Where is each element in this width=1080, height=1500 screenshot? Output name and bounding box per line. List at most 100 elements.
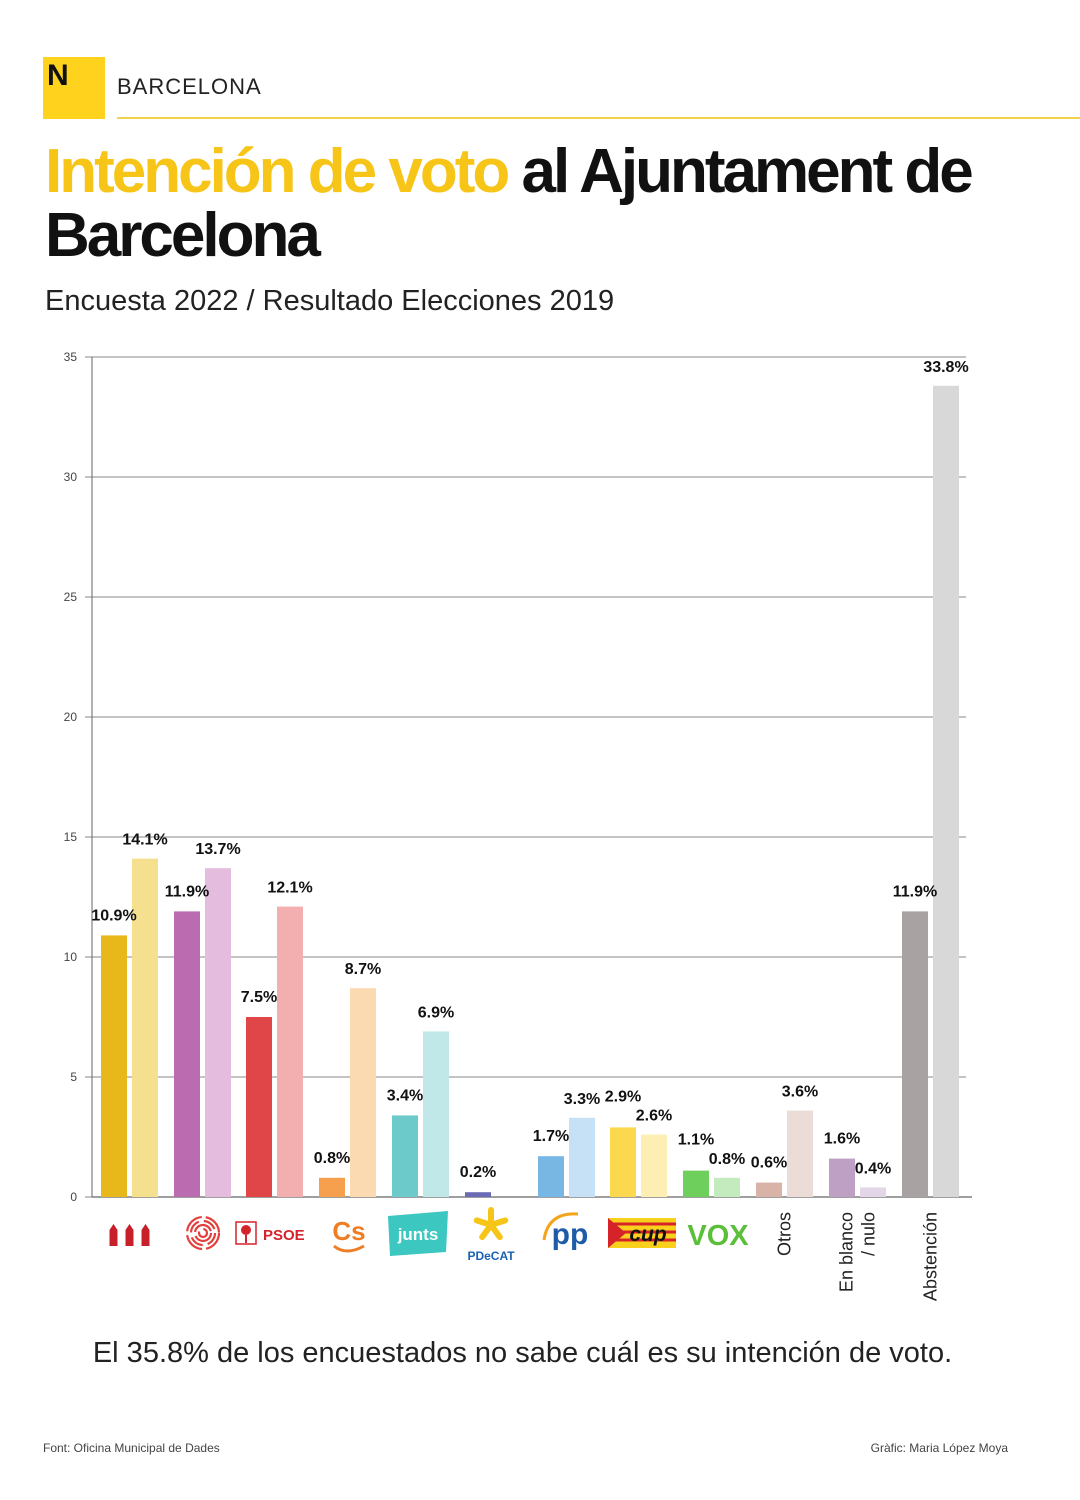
data-label-survey-psoe: 7.5%: [241, 989, 277, 1006]
data-label-survey-cup: 2.9%: [605, 1088, 641, 1105]
data-label-result-junts: 6.9%: [418, 1004, 454, 1021]
bar-survey-blanco: [829, 1158, 855, 1197]
data-label-survey-pdecat: 0.2%: [460, 1164, 496, 1181]
category-label-blanco-line: En blanco: [837, 1212, 857, 1292]
data-label-survey-erc: 10.9%: [91, 907, 136, 924]
data-label-result-abst: 33.8%: [923, 359, 968, 376]
y-tick-label: 0: [70, 1190, 77, 1204]
bcomu-ring: [197, 1227, 209, 1239]
pdecat-star-arm: [473, 1217, 494, 1228]
bar-result-bcomu: [205, 868, 231, 1197]
bcomu-logo-icon: [185, 1215, 221, 1251]
data-label-result-blanco: 0.4%: [855, 1160, 891, 1177]
data-label-result-otros: 3.6%: [782, 1084, 818, 1101]
bar-result-junts: [423, 1031, 449, 1197]
page-subtitle: Encuesta 2022 / Resultado Elecciones 201…: [45, 285, 615, 317]
data-label-survey-otros: 0.6%: [751, 1155, 787, 1172]
y-tick-label: 15: [64, 830, 78, 844]
bar-survey-otros: [756, 1182, 782, 1197]
data-label-survey-bcomu: 11.9%: [165, 883, 209, 900]
bar-survey-erc: [101, 935, 127, 1197]
footnote: El 35.8% de los encuestados no sabe cuál…: [92, 1337, 953, 1369]
data-label-result-erc: 14.1%: [122, 832, 167, 849]
pp-logo-icon: pp: [542, 1212, 589, 1251]
title-highlight: Intención de voto: [45, 137, 510, 206]
bar-result-pp: [569, 1117, 595, 1197]
category-label-blanco-line: / nulo: [859, 1212, 879, 1256]
bar-survey-junts: [392, 1115, 418, 1197]
bcomu-ring: [189, 1219, 217, 1247]
bar-result-blanco: [860, 1187, 886, 1197]
bar-result-abst: [933, 385, 959, 1197]
brand-logo: N: [43, 57, 105, 119]
bar-survey-cup: [610, 1127, 636, 1197]
data-label-survey-vox: 1.1%: [678, 1132, 714, 1149]
page-title: Intención de voto al Ajuntament de Barce…: [45, 140, 1055, 268]
data-label-result-cup: 2.6%: [636, 1108, 672, 1125]
bar-result-psoe: [277, 906, 303, 1197]
bcomu-ring: [193, 1223, 213, 1243]
title-rest: al Ajuntament de Barcelona: [45, 137, 974, 270]
y-tick-label: 20: [64, 710, 78, 724]
bar-result-cs: [350, 988, 376, 1197]
bar-survey-pdecat: [465, 1192, 491, 1197]
psoe-rose: [241, 1225, 251, 1235]
data-label-result-pp: 3.3%: [564, 1091, 600, 1108]
bcomu-ring: [185, 1215, 221, 1251]
junts-badge: [388, 1211, 448, 1256]
author-credit: Gràfic: Maria López Moya: [870, 1441, 1008, 1455]
category-label-otros: Otros: [775, 1212, 795, 1256]
bar-result-cup: [641, 1134, 667, 1197]
vox-logo-text: VOX: [687, 1220, 749, 1252]
erc-logo-icon: [109, 1224, 150, 1246]
data-label-result-cs: 8.7%: [345, 961, 381, 978]
category-label-abstencion: Abstención: [921, 1212, 941, 1301]
data-label-survey-blanco: 1.6%: [824, 1131, 860, 1148]
cs-logo-text: Cs: [332, 1216, 365, 1246]
brand-logo-letter: N: [47, 59, 69, 92]
cs-swoosh: [333, 1244, 365, 1253]
bar-result-otros: [787, 1110, 813, 1197]
data-label-survey-junts: 3.4%: [387, 1087, 423, 1104]
erc-bar-shape: [125, 1224, 134, 1246]
cup-logo-icon: cup: [608, 1218, 676, 1248]
category-label-otros-line: Otros: [775, 1212, 795, 1256]
bar-survey-vox: [683, 1170, 709, 1197]
data-label-result-vox: 0.8%: [709, 1151, 745, 1168]
erc-bar-shape: [141, 1224, 150, 1246]
cup-flag-triangle: [608, 1218, 626, 1248]
data-label-survey-cs: 0.8%: [314, 1150, 350, 1167]
data-label-survey-pp: 1.7%: [533, 1128, 569, 1145]
category-label-abstencion-line: Abstención: [921, 1212, 941, 1301]
category-label-blanco: En blanco / nulo: [837, 1212, 879, 1292]
pdecat-logo-text: PDeCAT: [467, 1249, 515, 1263]
bar-survey-pp: [538, 1156, 564, 1197]
psoe-rose-frame: [235, 1221, 257, 1245]
psoe-logo-icon: PSOE: [235, 1221, 305, 1245]
pp-arc: [542, 1212, 579, 1241]
bar-survey-abst: [902, 911, 928, 1197]
section-divider: [117, 117, 1080, 119]
y-tick-label: 25: [64, 590, 78, 604]
junts-logo-text: junts: [397, 1225, 439, 1244]
junts-logo-icon: junts: [388, 1211, 448, 1256]
y-tick-label: 5: [70, 1070, 77, 1084]
y-tick-label: 30: [64, 470, 78, 484]
psoe-logo-text: PSOE: [263, 1227, 305, 1244]
cup-logo-text: cup: [629, 1223, 667, 1246]
vote-intention-bar-chart: 0 5 10 15 20 25 30 35 10.9% 14.1% 11.9% 13.7% 7.5% 12…: [64, 350, 972, 1301]
data-label-survey-abst: 11.9%: [893, 883, 937, 900]
pp-logo-text: pp: [552, 1218, 589, 1251]
data-label-result-psoe: 12.1%: [267, 880, 312, 897]
bar-survey-cs: [319, 1177, 345, 1197]
cs-logo-icon: Cs: [332, 1216, 366, 1253]
data-label-result-bcomu: 13.7%: [195, 841, 240, 858]
bar-result-vox: [714, 1177, 740, 1197]
pdecat-logo-icon: PDeCAT: [467, 1207, 515, 1263]
source-credit: Font: Oficina Municipal de Dades: [43, 1441, 220, 1455]
section-label: BARCELONA: [117, 74, 262, 99]
y-tick-label: 10: [64, 950, 78, 964]
erc-bar-shape: [109, 1224, 118, 1246]
bar-result-erc: [132, 858, 158, 1197]
bar-survey-psoe: [246, 1017, 272, 1197]
